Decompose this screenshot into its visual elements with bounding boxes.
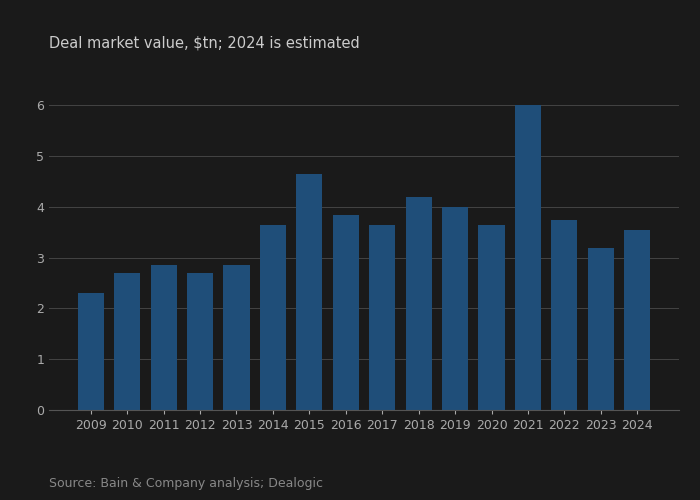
Bar <box>478 224 505 410</box>
Bar <box>78 293 104 410</box>
Bar <box>223 266 250 410</box>
Bar <box>552 220 578 410</box>
Bar <box>260 224 286 410</box>
Bar <box>150 266 176 410</box>
Text: Source: Bain & Company analysis; Dealogic: Source: Bain & Company analysis; Dealogi… <box>49 477 323 490</box>
Bar <box>514 106 541 410</box>
Bar <box>588 248 614 410</box>
Bar <box>442 207 468 410</box>
Bar <box>187 273 214 410</box>
Bar <box>405 197 432 410</box>
Text: Deal market value, $tn; 2024 is estimated: Deal market value, $tn; 2024 is estimate… <box>49 35 360 50</box>
Bar <box>624 230 650 410</box>
Bar <box>296 174 323 410</box>
Bar <box>332 214 359 410</box>
Bar <box>114 273 140 410</box>
Bar <box>369 224 396 410</box>
